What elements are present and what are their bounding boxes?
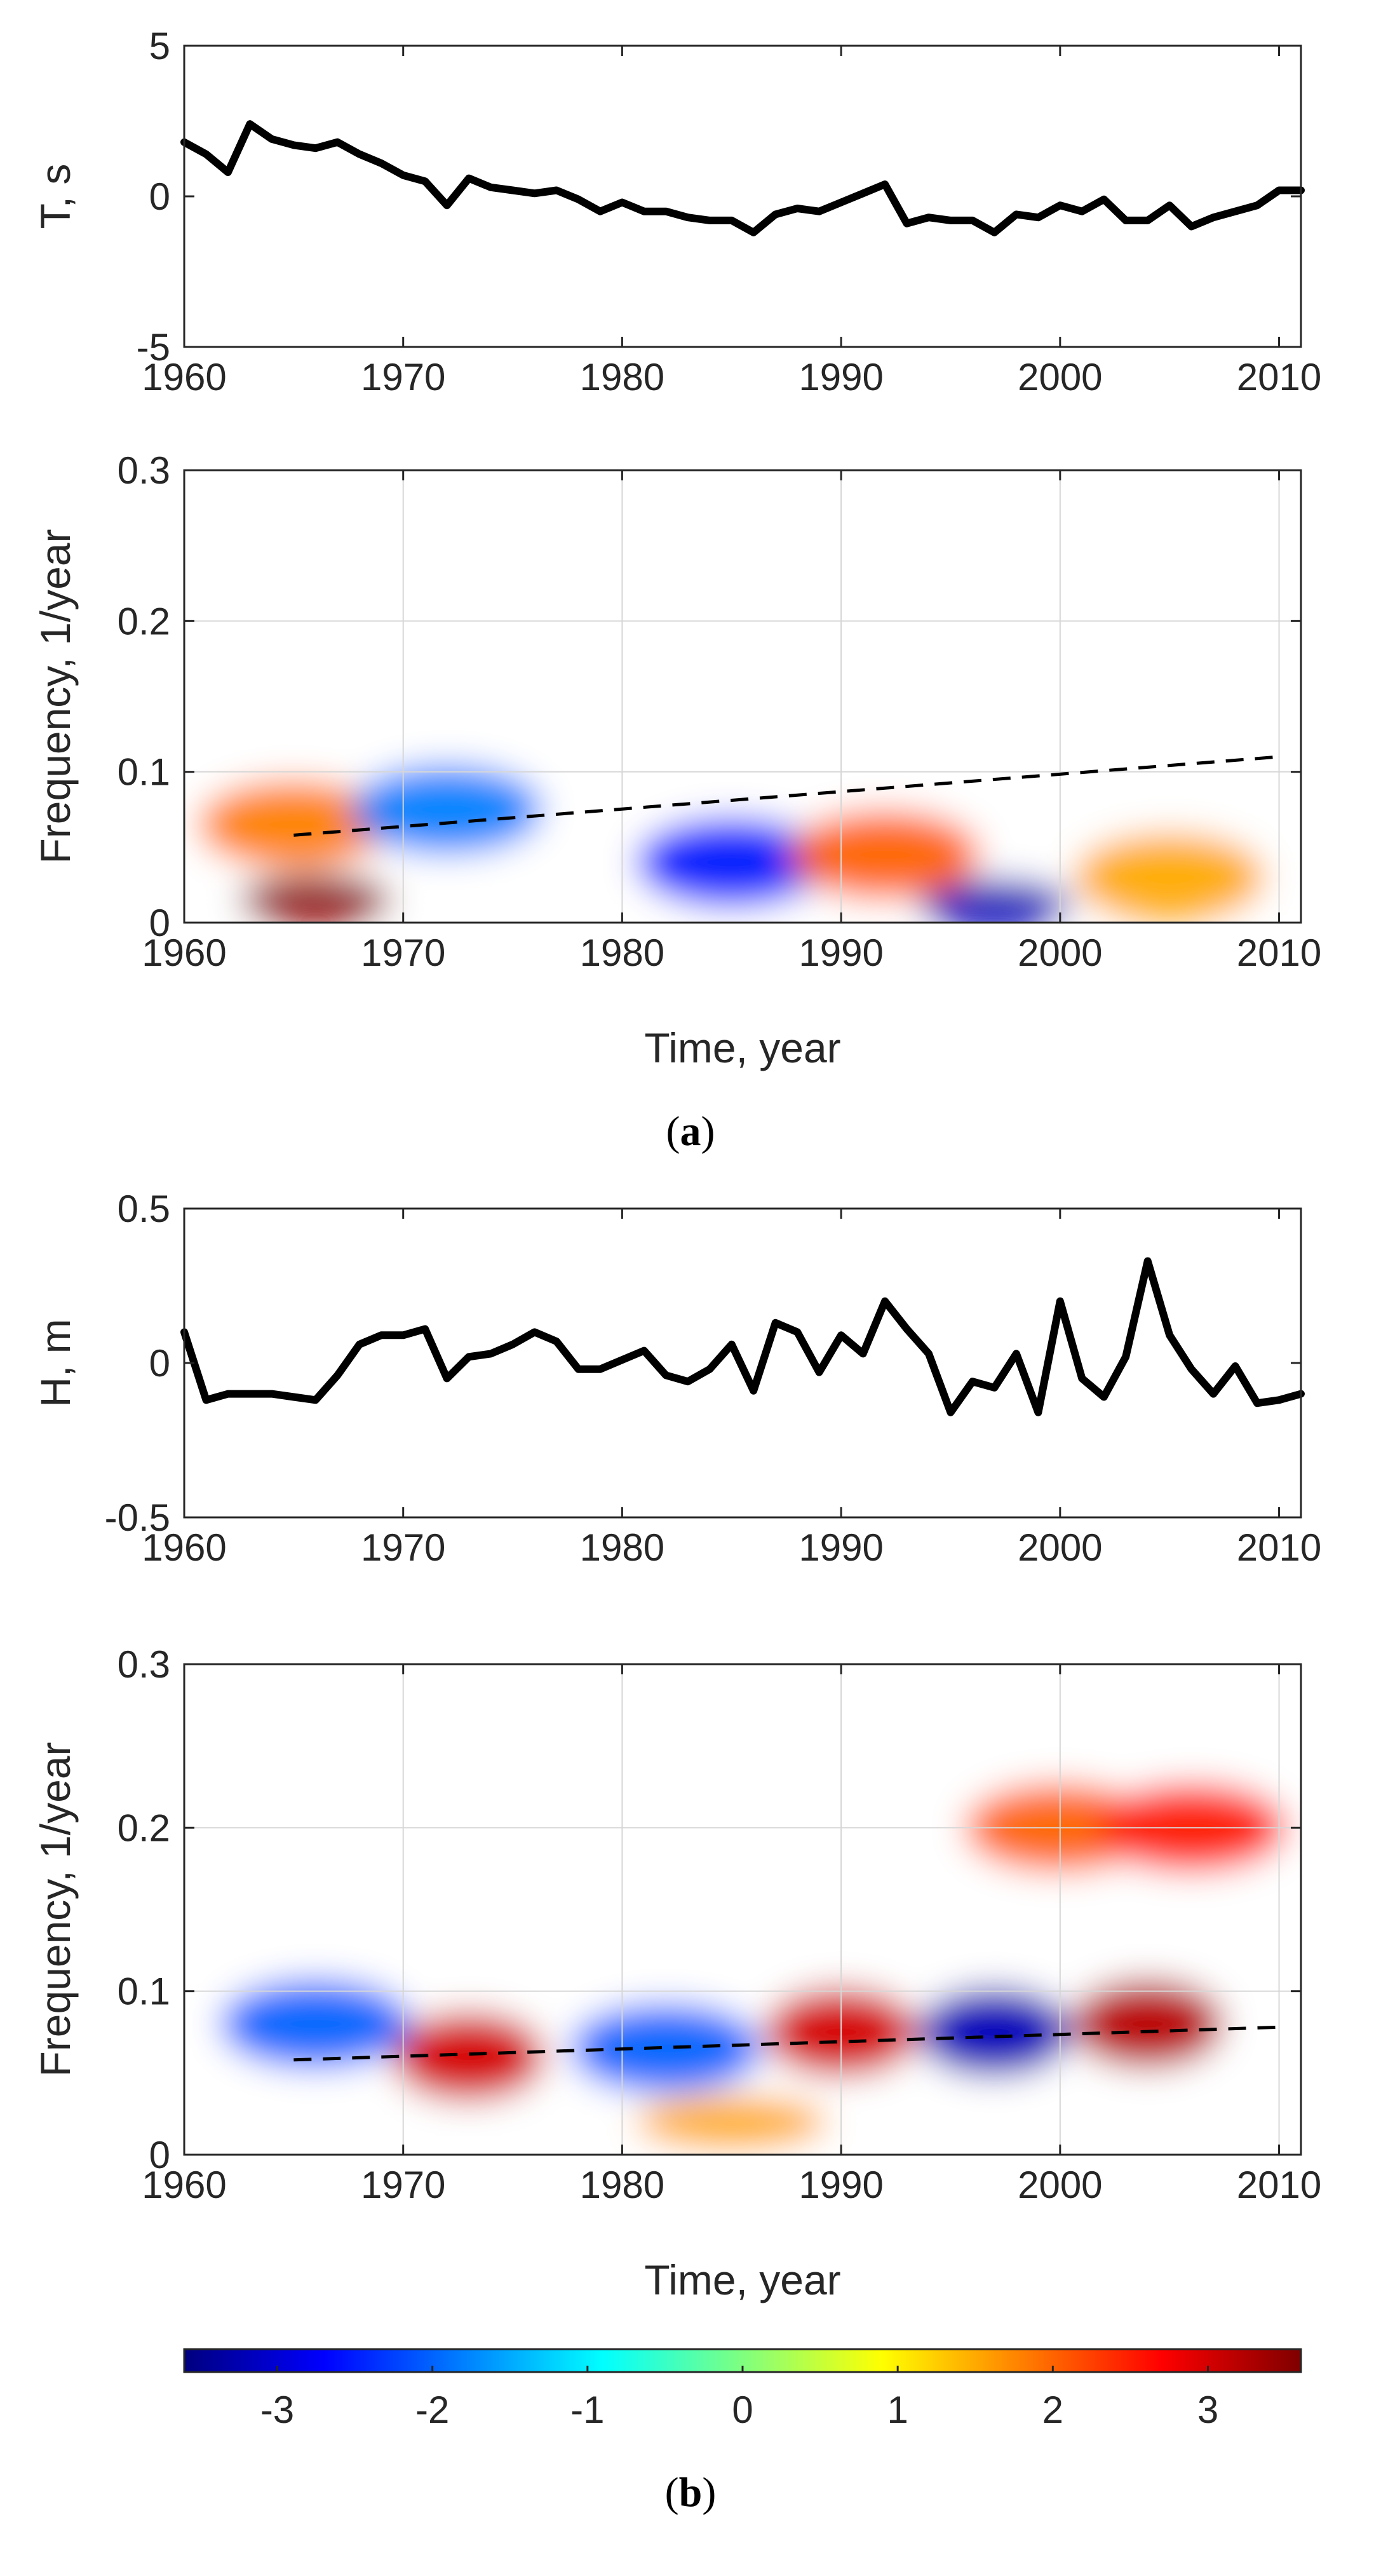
colorbar-tick-label: 0 — [732, 2389, 753, 2431]
wavelet-feature — [918, 879, 1071, 923]
wavelet-feature — [570, 2003, 762, 2093]
panel-b-timeseries: 1960 1970 1980 1990 2000 2010 -0.5 0 0.5 H, m — [32, 1188, 1321, 1569]
y-tick-label: 0.2 — [118, 600, 170, 642]
wavelet-feature — [351, 765, 542, 854]
x-tick-label: 2010 — [1237, 2164, 1321, 2206]
wavelet-feature — [393, 2012, 546, 2101]
x-tick-label: 1970 — [361, 1526, 445, 1569]
panel-b-wavelet-xlabel: Time, year — [644, 2256, 840, 2303]
x-tick-label: 1960 — [142, 2164, 226, 2206]
wavelet-feature — [1071, 1979, 1224, 2069]
panel-label-a: (a) — [666, 1108, 715, 1155]
x-tick-label: 1980 — [580, 932, 664, 974]
colorbar-tick-label: -1 — [570, 2389, 604, 2431]
panel-a-timeseries: 1960 1970 1980 1990 2000 2010 -5 0 5 T, s — [32, 25, 1321, 398]
wavelet-feature — [790, 810, 981, 900]
panel-a-ridge-line — [293, 755, 1279, 837]
x-tick-label: 2010 — [1237, 1526, 1321, 1569]
wavelet-feature — [198, 780, 389, 869]
y-tick-label: 0.3 — [118, 1643, 170, 1686]
wavelet-feature — [918, 1988, 1071, 2077]
y-tick-label: 0 — [149, 175, 170, 218]
y-tick-label: 0.5 — [118, 1188, 170, 1230]
y-tick-label: 0 — [149, 902, 170, 944]
x-tick-label: 2010 — [1237, 356, 1321, 398]
panel-b-wavelet: 1960 1970 1980 1990 2000 2010 0 0.1 0.2 0.3 Frequ… — [32, 1643, 1321, 2303]
y-tick-label: 0.3 — [118, 449, 170, 492]
y-tick-label: 5 — [149, 25, 170, 67]
colorbar-tick-label: 2 — [1042, 2389, 1063, 2431]
x-tick-label: 1980 — [580, 356, 664, 398]
wavelet-feature — [239, 874, 392, 923]
h-series-line — [180, 1257, 1305, 1416]
x-tick-label: 1990 — [798, 932, 883, 974]
x-tick-label: 1970 — [361, 932, 445, 974]
panel-a-wavelet-xlabel: Time, year — [644, 1024, 840, 1071]
y-tick-label: 0 — [149, 2134, 170, 2176]
y-tick-label: 0 — [149, 1342, 170, 1385]
panel-a-timeseries-ylabel: T, s — [32, 164, 79, 229]
wavelet-feature — [636, 2096, 827, 2148]
x-tick-label: 1970 — [361, 356, 445, 398]
colorbar-tick-label: -3 — [260, 2389, 294, 2431]
panel-b-timeseries-ylabel: H, m — [32, 1319, 79, 1407]
colorbar-tick-label: -2 — [415, 2389, 449, 2431]
panel-a-timeseries-frame — [183, 44, 1302, 348]
x-tick-label: 2000 — [1018, 2164, 1102, 2206]
t-series-line — [180, 120, 1305, 236]
panel-a-wavelet: 1960 1970 1980 1990 2000 2010 0 0.1 0.2 0.3 Frequ… — [32, 449, 1321, 1071]
colorbar-tick-label: 1 — [887, 2389, 908, 2431]
wavelet-feature — [636, 818, 827, 907]
x-tick-label: 1980 — [580, 2164, 664, 2206]
x-tick-label: 2010 — [1237, 932, 1321, 974]
panel-a-wavelet-frame — [183, 469, 1302, 924]
panel-b-wavelet-field — [184, 1664, 1301, 2155]
x-tick-label: 1990 — [798, 2164, 883, 2206]
colorbar: -3 -2 -1 0 1 2 3 — [183, 2348, 1302, 2431]
y-tick-label: 0.2 — [118, 1807, 170, 1849]
panel-b-wavelet-ylabel: Frequency, 1/year — [32, 1742, 79, 2077]
panel-b-wavelet-frame — [183, 1663, 1302, 2156]
panel-a-wavelet-ylabel: Frequency, 1/year — [32, 529, 79, 864]
wavelet-feature — [1074, 832, 1265, 922]
x-tick-label: 2000 — [1018, 932, 1102, 974]
y-tick-label: -5 — [137, 326, 170, 369]
x-tick-label: 1960 — [142, 1526, 226, 1569]
x-tick-label: 1960 — [142, 932, 226, 974]
panel-label-b: (b) — [665, 2469, 717, 2516]
x-tick-label: 1990 — [798, 356, 883, 398]
panel-a-wavelet-field — [184, 470, 1301, 923]
panel-b-ridge-line — [293, 2025, 1279, 2062]
x-tick-label: 1970 — [361, 2164, 445, 2206]
x-tick-label: 1960 — [142, 356, 226, 398]
x-tick-label: 1990 — [798, 1526, 883, 1569]
colorbar-tick-label: 3 — [1197, 2389, 1218, 2431]
x-tick-label: 2000 — [1018, 1526, 1102, 1569]
y-tick-label: 0.1 — [118, 1970, 170, 2013]
x-tick-label: 2000 — [1018, 356, 1102, 398]
wavelet-feature — [220, 1979, 411, 2069]
y-tick-label: -0.5 — [105, 1496, 170, 1539]
x-tick-label: 1980 — [580, 1526, 664, 1569]
y-tick-label: 0.1 — [118, 751, 170, 794]
